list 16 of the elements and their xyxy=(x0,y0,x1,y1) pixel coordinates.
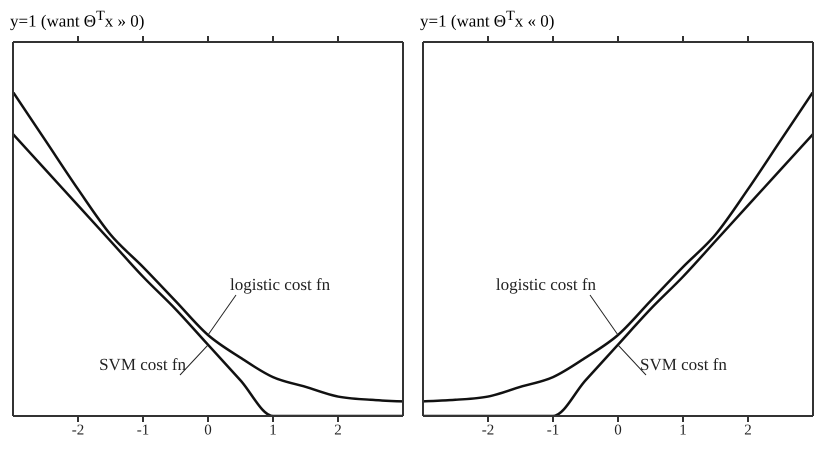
text: logistic cost fn xyxy=(496,275,596,295)
x-tick-label: 1 xyxy=(269,422,277,439)
x-tick-label: 2 xyxy=(334,422,342,439)
x-tick-label: 0 xyxy=(204,422,212,439)
x-tick-label: 0 xyxy=(614,422,622,439)
series-label: SVM cost fn xyxy=(99,354,186,375)
x-tick-label: -1 xyxy=(546,422,560,439)
x-tick-label: -2 xyxy=(72,422,84,439)
text: logistic cost fn xyxy=(230,275,330,295)
chart-title: y=1 (want Θ$^{T}$x » 0) xyxy=(9,8,146,32)
series-label: SVM cost fn xyxy=(640,354,727,375)
x-tick-label: -2 xyxy=(482,422,494,439)
x-tick-label: 2 xyxy=(744,422,752,439)
x-tick-label: -1 xyxy=(136,422,150,439)
chart-title: y=1 (want Θ$^{T}$x « 0) xyxy=(419,8,556,32)
x-tick-label: 1 xyxy=(679,422,687,439)
